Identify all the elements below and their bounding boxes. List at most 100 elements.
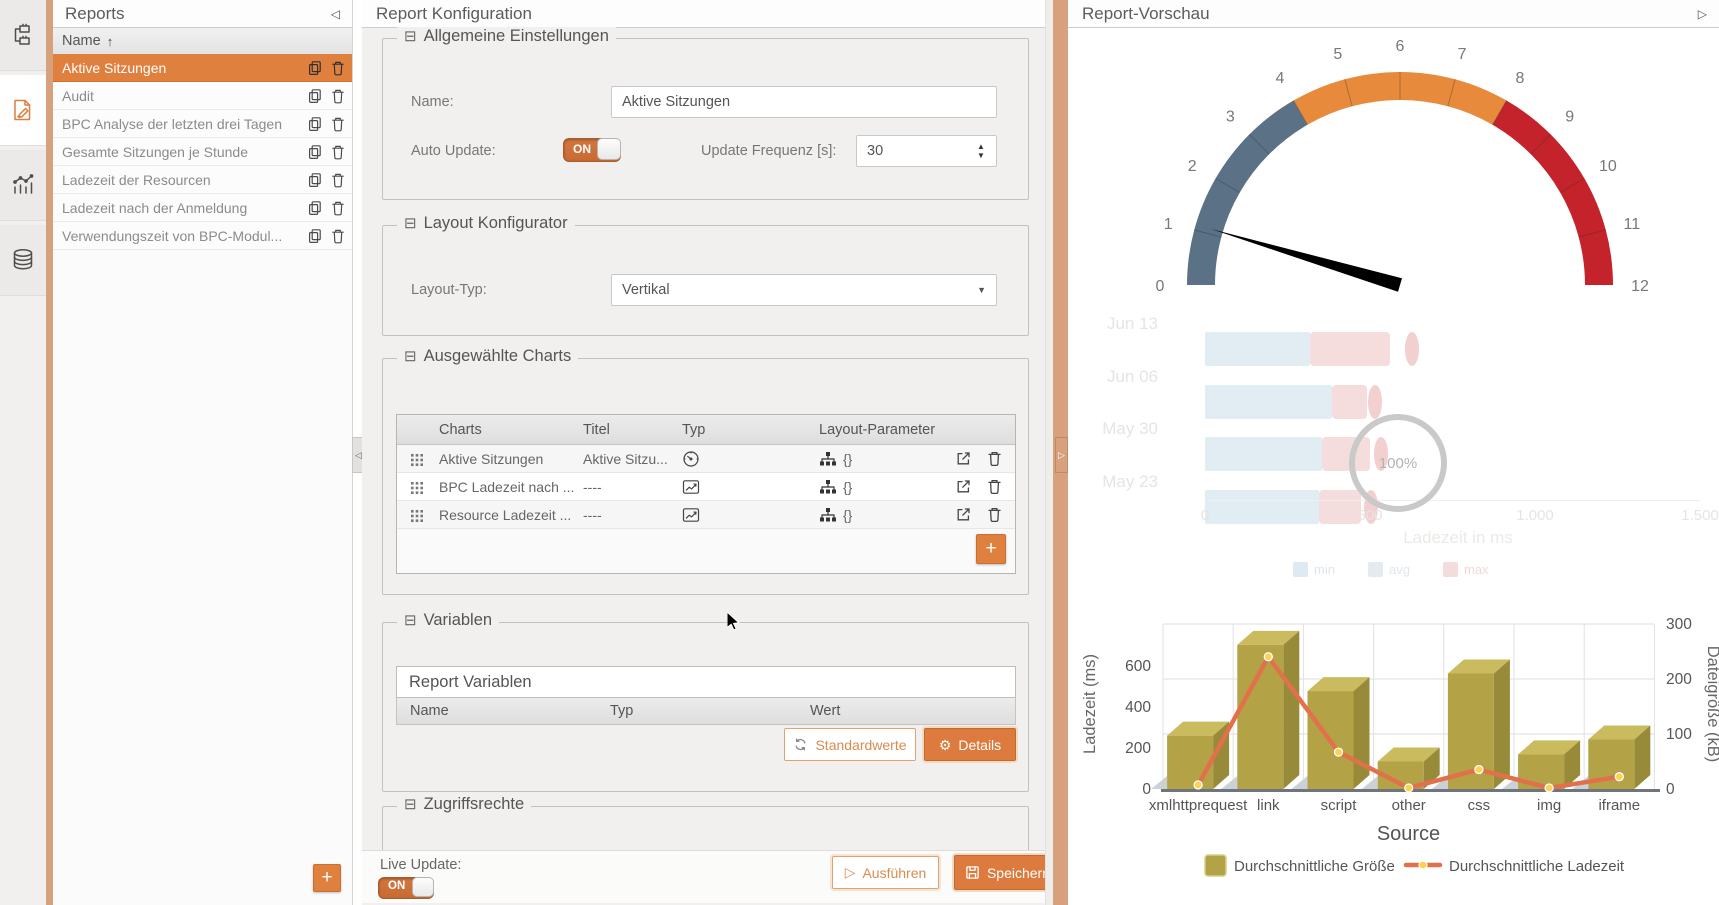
auto-update-label: Auto Update: bbox=[411, 143, 496, 159]
frequency-label: Update Frequenz [s]: bbox=[701, 143, 837, 159]
collapse-section-icon[interactable]: ⊟ bbox=[404, 215, 417, 232]
rail-item-charts[interactable] bbox=[0, 150, 46, 221]
chevron-down-icon: ▼ bbox=[977, 285, 986, 295]
drag-handle-icon[interactable] bbox=[410, 453, 424, 467]
gauge-tick-label: 2 bbox=[1188, 158, 1197, 175]
section-layout-title: Layout Konfigurator bbox=[423, 214, 568, 232]
left-axis-tick: 0 bbox=[1142, 781, 1151, 798]
trash-icon[interactable] bbox=[986, 478, 1003, 495]
add-chart-button[interactable]: + bbox=[976, 534, 1006, 564]
trash-icon[interactable] bbox=[330, 60, 346, 76]
selected-chart-row[interactable]: BPC Ladezeit nach ... ---- {} bbox=[397, 473, 1015, 501]
collapse-section-icon[interactable]: ⊟ bbox=[404, 796, 417, 813]
trash-icon[interactable] bbox=[330, 172, 346, 188]
rail-item-hierarchy[interactable] bbox=[0, 0, 46, 71]
preview-title: Report-Vorschau bbox=[1082, 3, 1210, 23]
drag-handle-icon[interactable] bbox=[410, 509, 424, 523]
ghost-bar-min bbox=[1205, 332, 1311, 366]
stepper-up-icon[interactable]: ▲ bbox=[977, 142, 985, 151]
live-update-toggle[interactable]: ON bbox=[378, 877, 434, 899]
run-button-label: Ausführen bbox=[862, 864, 927, 881]
report-name: Audit bbox=[62, 87, 94, 104]
config-scrollbar[interactable] bbox=[1045, 0, 1054, 905]
charts-table-body: Aktive Sitzungen Aktive Sitzu... {} bbox=[397, 445, 1015, 529]
report-list-item[interactable]: Gesamte Sitzungen je Stunde bbox=[53, 138, 352, 166]
copy-icon[interactable] bbox=[307, 116, 323, 132]
save-button-label: Speichern bbox=[986, 864, 1051, 881]
chart-title-cell: ---- bbox=[583, 506, 602, 523]
charts-table-header: Charts Titel Typ Layout-Parameter bbox=[397, 415, 1015, 445]
gauge-segment bbox=[1492, 100, 1613, 285]
report-name: BPC Analyse der letzten drei Tagen bbox=[62, 115, 282, 132]
copy-icon[interactable] bbox=[307, 228, 323, 244]
auto-update-toggle[interactable]: ON bbox=[563, 138, 621, 162]
x-category-label: css bbox=[1468, 797, 1491, 814]
gauge-needle bbox=[1211, 229, 1402, 292]
ghost-x-tick: 500 bbox=[1357, 507, 1383, 524]
line-point bbox=[1544, 783, 1554, 793]
reports-name-column-header[interactable]: Name ↑ bbox=[53, 28, 352, 55]
collapse-left-icon: ◁ bbox=[355, 449, 362, 460]
edit-chart-icon[interactable] bbox=[955, 478, 972, 495]
save-icon bbox=[966, 866, 979, 879]
report-list-item[interactable]: Ladezeit der Resourcen bbox=[53, 166, 352, 194]
trash-icon[interactable] bbox=[330, 88, 346, 104]
details-button[interactable]: ⚙ Details bbox=[924, 728, 1016, 761]
edit-chart-icon[interactable] bbox=[955, 450, 972, 467]
report-list-item[interactable]: Verwendungszeit von BPC-Modul... bbox=[53, 222, 352, 250]
collapse-left-icon[interactable]: ◁ bbox=[330, 6, 340, 21]
copy-icon[interactable] bbox=[307, 60, 323, 76]
report-list-item[interactable]: Ladezeit nach der Anmeldung bbox=[53, 194, 352, 222]
ghost-legend-item: min bbox=[1293, 562, 1335, 577]
trash-icon[interactable] bbox=[330, 116, 346, 132]
selected-chart-row[interactable]: Aktive Sitzungen Aktive Sitzu... {} bbox=[397, 445, 1015, 473]
defaults-button[interactable]: Standardwerte bbox=[784, 728, 916, 761]
collapse-preview-handle[interactable]: ▷ bbox=[1055, 437, 1068, 473]
trash-icon[interactable] bbox=[986, 450, 1003, 467]
defaults-button-label: Standardwerte bbox=[815, 736, 907, 753]
trash-icon[interactable] bbox=[986, 506, 1003, 523]
rail-item-report-editor[interactable] bbox=[0, 75, 46, 146]
gauge-tick-label: 8 bbox=[1516, 70, 1525, 87]
ghost-legend-item: avg bbox=[1368, 562, 1410, 577]
trash-icon[interactable] bbox=[330, 228, 346, 244]
copy-icon[interactable] bbox=[307, 88, 323, 104]
copy-icon[interactable] bbox=[307, 172, 323, 188]
gauge-tick-label: 9 bbox=[1565, 108, 1574, 125]
report-list-item[interactable]: BPC Analyse der letzten drei Tagen bbox=[53, 110, 352, 138]
report-list-item[interactable]: Aktive Sitzungen bbox=[53, 54, 352, 82]
report-name-input[interactable] bbox=[611, 86, 997, 118]
line-chart-type-icon bbox=[682, 479, 700, 494]
collapse-section-icon[interactable]: ⊟ bbox=[404, 612, 417, 629]
frequency-stepper[interactable]: ▲ ▼ bbox=[977, 143, 985, 160]
layout-type-select[interactable]: Vertikal ▼ bbox=[611, 274, 997, 306]
plus-icon: + bbox=[321, 867, 333, 888]
run-button[interactable]: ▷ Ausführen bbox=[832, 856, 939, 889]
rail-item-database[interactable] bbox=[0, 225, 46, 296]
frequency-input[interactable] bbox=[856, 135, 997, 167]
ghost-category-label: Jun 13 bbox=[1106, 314, 1158, 333]
selected-chart-row[interactable]: Resource Ladezeit ... ---- {} bbox=[397, 501, 1015, 529]
add-report-button[interactable]: + bbox=[313, 864, 341, 892]
copy-icon[interactable] bbox=[307, 200, 323, 216]
rail-splitter[interactable] bbox=[46, 0, 53, 905]
reports-title: Reports bbox=[65, 3, 125, 23]
drag-handle-icon[interactable] bbox=[410, 481, 424, 495]
collapse-right-icon[interactable]: ▷ bbox=[1697, 6, 1707, 21]
section-layout: ⊟ Layout Konfigurator Layout-Typ: Vertik… bbox=[382, 214, 1029, 336]
edit-chart-icon[interactable] bbox=[955, 506, 972, 523]
line-point bbox=[1333, 747, 1344, 757]
report-list-item[interactable]: Audit bbox=[53, 82, 352, 110]
ghost-bar-min bbox=[1205, 489, 1320, 524]
trash-icon[interactable] bbox=[330, 144, 346, 160]
trash-icon[interactable] bbox=[330, 200, 346, 216]
copy-icon[interactable] bbox=[307, 144, 323, 160]
collapse-section-icon[interactable]: ⊟ bbox=[404, 348, 417, 365]
stepper-down-icon[interactable]: ▼ bbox=[977, 151, 985, 160]
collapse-section-icon[interactable]: ⊟ bbox=[404, 28, 417, 45]
x-category-label: other bbox=[1392, 797, 1426, 814]
ghost-bar-avg bbox=[1332, 384, 1367, 419]
legend-bar-label: Durchschnittliche Größe bbox=[1234, 858, 1395, 875]
x-axis-title: Source bbox=[1377, 823, 1440, 845]
